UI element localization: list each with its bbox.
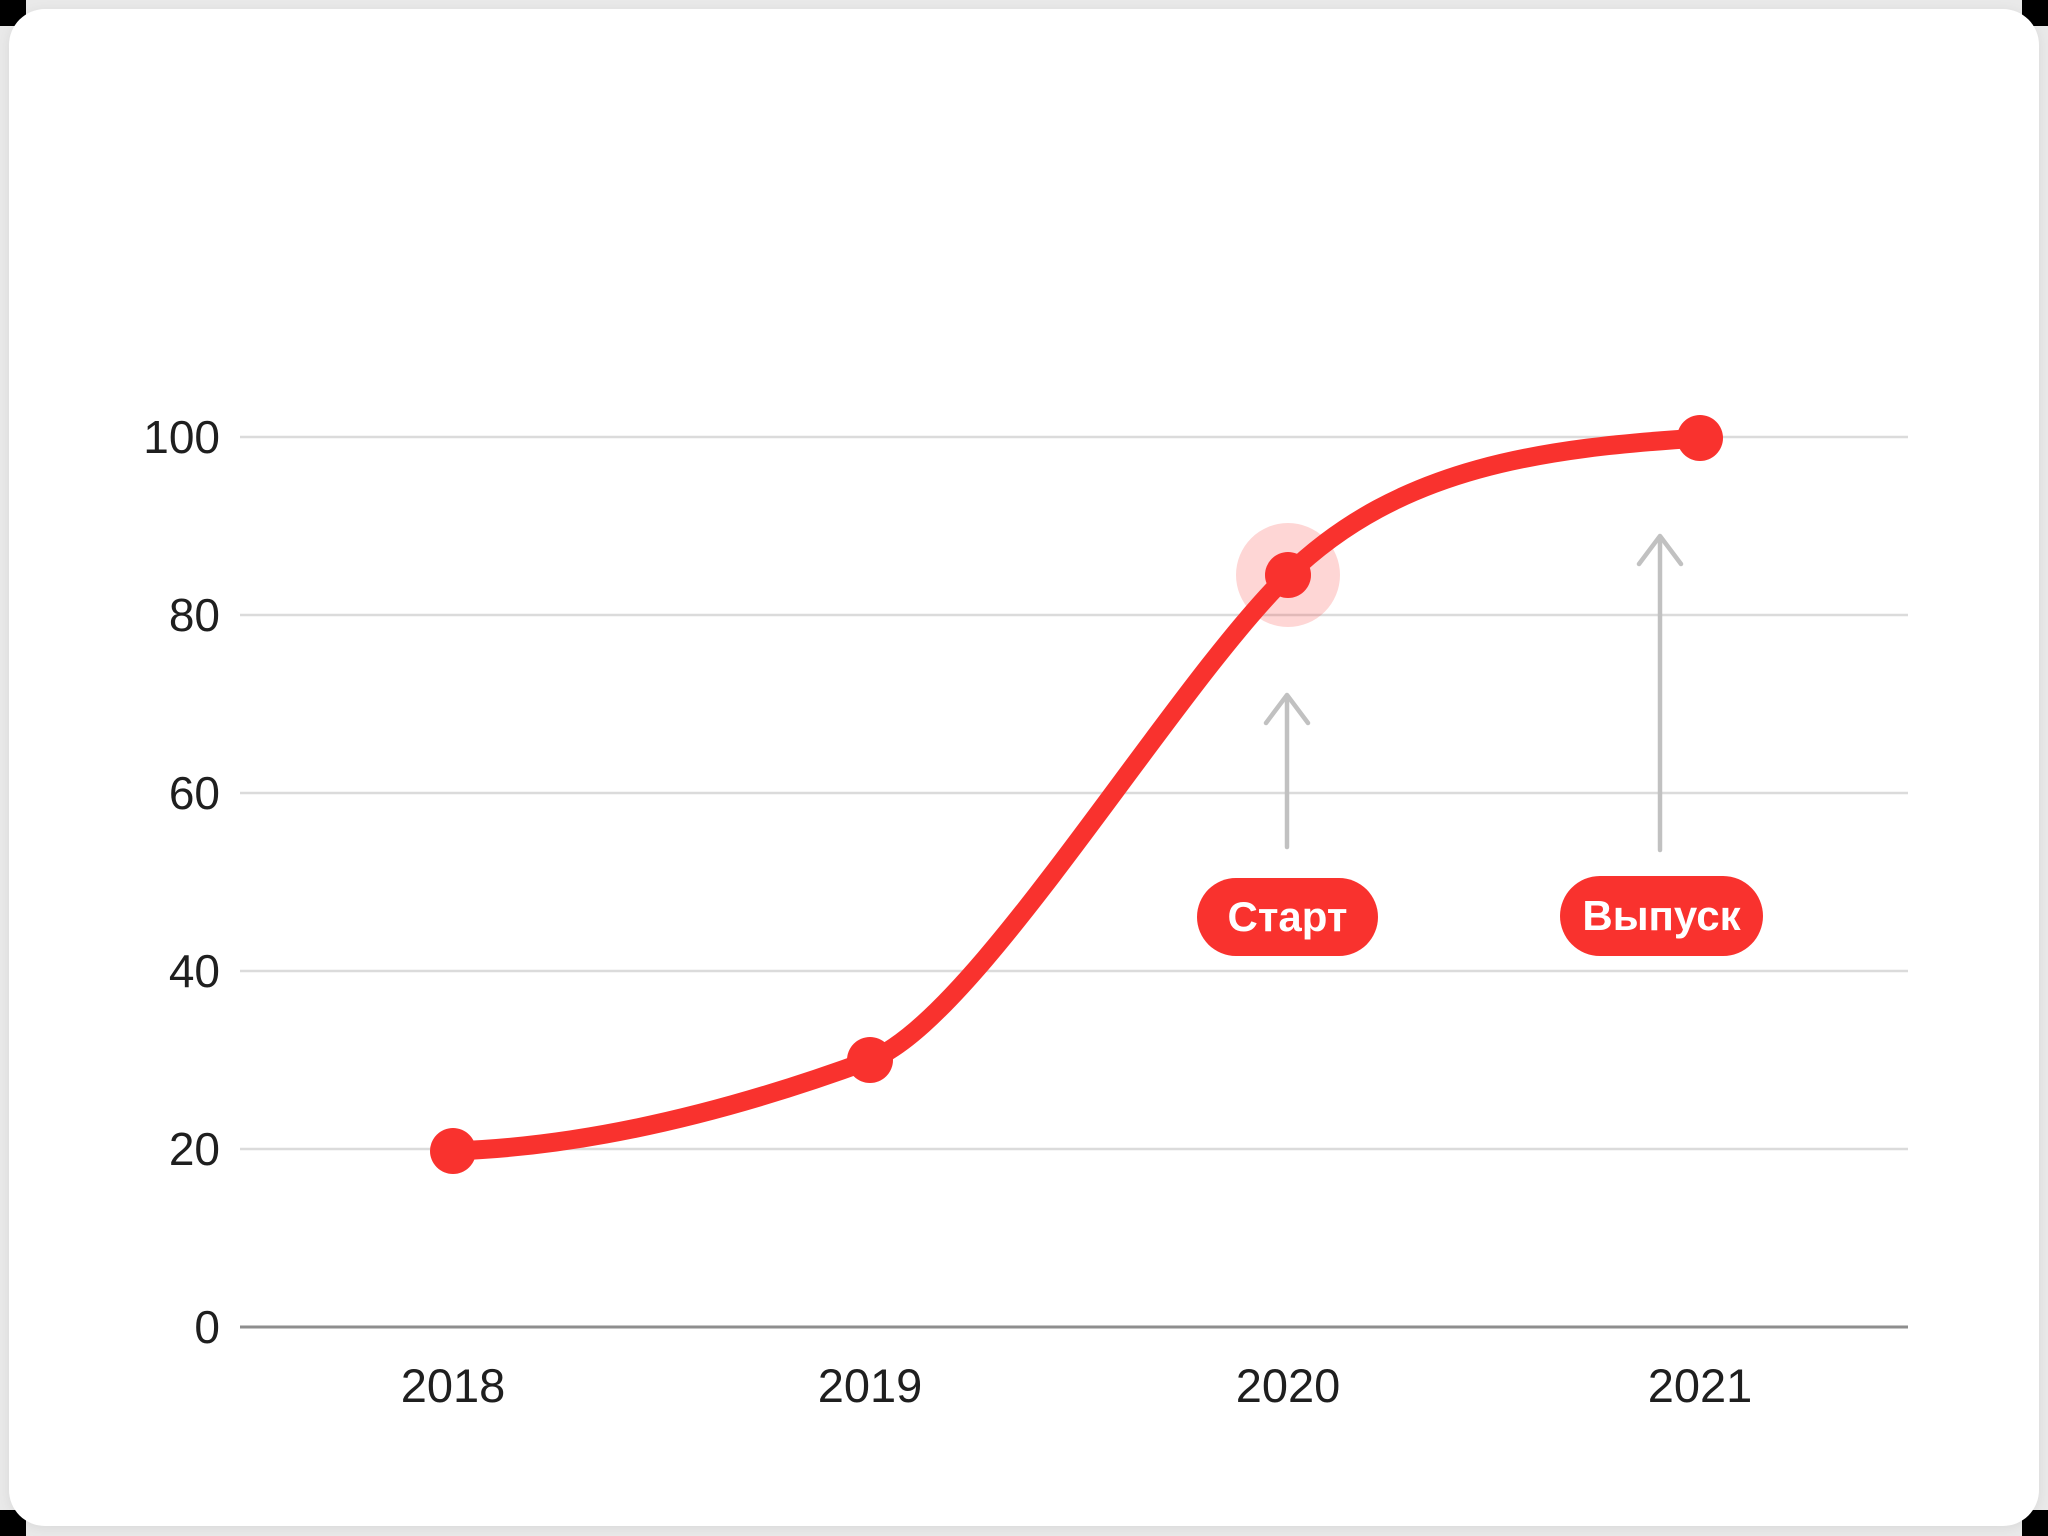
y-tick-100: 100 (143, 411, 220, 463)
data-line (443, 428, 1710, 1161)
x-tick-2021: 2021 (1647, 1359, 1753, 1412)
y-tick-60: 60 (168, 767, 220, 819)
data-point-2018 (430, 1128, 476, 1174)
data-point-2020 (1265, 552, 1311, 598)
start-annotation-label: Старт (1227, 893, 1348, 940)
y-tick-40: 40 (168, 945, 220, 997)
y-tick-0: 0 (194, 1301, 220, 1353)
data-point-markers (430, 415, 1723, 1174)
start-arrow-icon (1263, 692, 1311, 850)
y-tick-20: 20 (168, 1123, 220, 1175)
data-point-2019 (847, 1037, 893, 1083)
release-annotation-label: Выпуск (1582, 892, 1741, 939)
release-arrow-icon (1636, 533, 1684, 853)
chart-card (9, 9, 2039, 1526)
x-tick-2019: 2019 (817, 1359, 923, 1412)
y-tick-80: 80 (168, 589, 220, 641)
data-point-2021 (1677, 415, 1723, 461)
x-tick-2020: 2020 (1235, 1359, 1341, 1412)
x-tick-2018: 2018 (400, 1359, 506, 1412)
start-annotation-badge: Старт (1197, 878, 1378, 956)
release-annotation-badge: Выпуск (1560, 876, 1763, 956)
gridlines (240, 435, 1908, 1151)
